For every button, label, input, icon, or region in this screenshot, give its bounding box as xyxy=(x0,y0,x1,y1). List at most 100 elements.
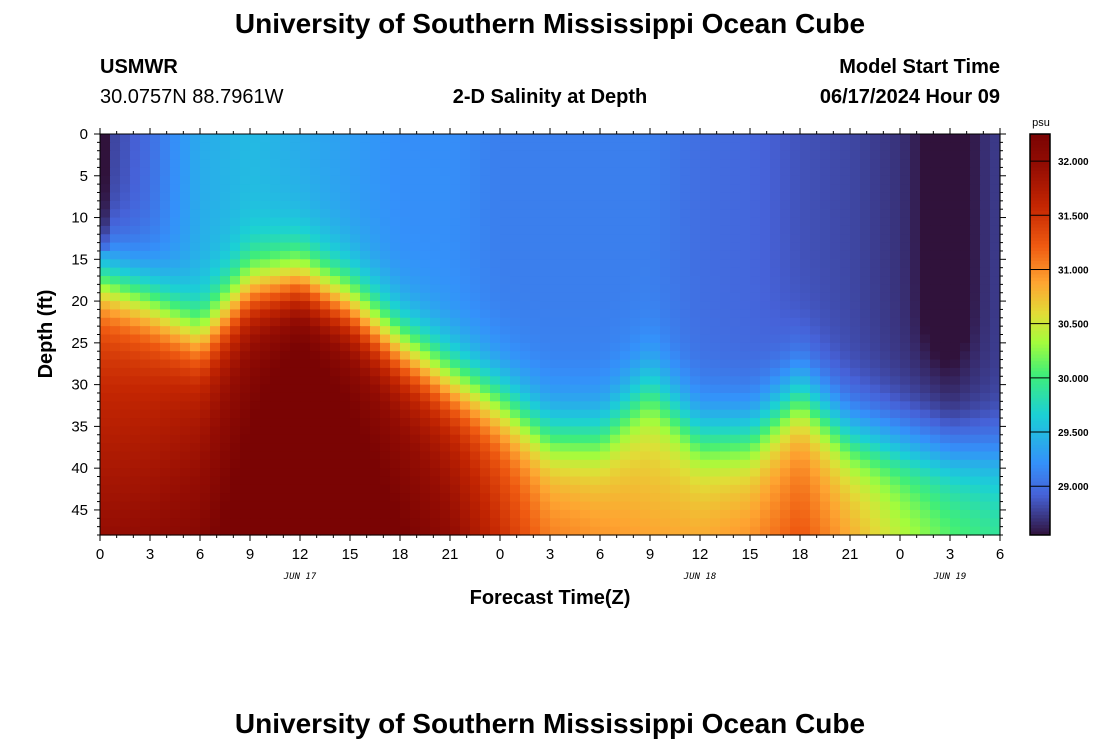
heatmap-cell xyxy=(350,317,361,327)
heatmap-cell xyxy=(840,267,851,277)
heatmap-cell xyxy=(560,259,571,269)
heatmap-cell xyxy=(930,351,941,361)
heatmap-cell xyxy=(720,384,731,394)
heatmap-cell xyxy=(830,342,841,352)
heatmap-cell xyxy=(160,376,171,386)
heatmap-cell xyxy=(150,367,161,377)
heatmap-cell xyxy=(670,317,681,327)
heatmap-cell xyxy=(280,376,291,386)
heatmap-cell xyxy=(620,418,631,427)
heatmap-cell xyxy=(420,317,431,327)
heatmap-cell xyxy=(870,142,881,152)
heatmap-cell xyxy=(370,309,381,319)
heatmap-cell xyxy=(600,301,611,311)
heatmap-cell xyxy=(890,326,901,336)
heatmap-cell xyxy=(940,476,951,486)
heatmap-cell xyxy=(410,359,421,369)
heatmap-cell xyxy=(700,376,711,386)
heatmap-cell xyxy=(320,150,331,160)
heatmap-cell xyxy=(180,359,191,369)
heatmap-cell xyxy=(320,276,331,285)
heatmap-cell xyxy=(820,418,831,427)
heatmap-cell xyxy=(980,259,991,269)
heatmap-cell xyxy=(970,426,981,436)
heatmap-cell xyxy=(160,443,171,453)
heatmap-cell xyxy=(650,142,661,152)
heatmap-cell xyxy=(540,367,551,377)
heatmap-cell xyxy=(700,526,711,536)
heatmap-cell xyxy=(290,342,301,352)
heatmap-cell xyxy=(260,250,271,260)
heatmap-cell xyxy=(860,200,871,210)
heatmap-cell xyxy=(150,326,161,336)
heatmap-cell xyxy=(280,484,291,494)
heatmap-cell xyxy=(510,276,521,285)
heatmap-cell xyxy=(190,484,201,494)
heatmap-cell xyxy=(200,134,211,143)
heatmap-cell xyxy=(680,459,691,469)
heatmap-cell xyxy=(830,267,841,277)
heatmap-cell xyxy=(380,443,391,453)
heatmap-cell xyxy=(940,326,951,336)
heatmap-cell xyxy=(300,200,311,210)
heatmap-cell xyxy=(950,200,961,210)
heatmap-cell xyxy=(900,493,911,503)
heatmap-cell xyxy=(840,409,851,419)
heatmap-cell xyxy=(330,451,341,461)
heatmap-cell xyxy=(770,309,781,319)
heatmap-cell xyxy=(830,309,841,319)
heatmap-cell xyxy=(840,493,851,503)
heatmap-cell xyxy=(150,134,161,143)
heatmap-cell xyxy=(680,518,691,528)
heatmap-cell xyxy=(630,401,641,411)
heatmap-cell xyxy=(260,134,271,143)
heatmap-cell xyxy=(600,493,611,503)
heatmap-cell xyxy=(260,284,271,294)
heatmap-cell xyxy=(890,284,901,294)
heatmap-cell xyxy=(590,242,601,252)
heatmap-cell xyxy=(420,459,431,469)
heatmap-cell xyxy=(720,259,731,269)
heatmap-cell xyxy=(500,443,511,453)
heatmap-cell xyxy=(670,259,681,269)
heatmap-cell xyxy=(600,317,611,327)
colorbar-segment xyxy=(1030,454,1050,459)
heatmap-cell xyxy=(200,484,211,494)
heatmap-cell xyxy=(250,476,261,486)
heatmap-cell xyxy=(790,509,801,519)
heatmap-cell xyxy=(190,326,201,336)
colorbar-segment xyxy=(1030,307,1050,312)
heatmap-cell xyxy=(240,359,251,369)
heatmap-cell xyxy=(760,175,771,185)
heatmap-cell xyxy=(740,384,751,394)
heatmap-cell xyxy=(400,392,411,402)
heatmap-cell xyxy=(500,326,511,336)
heatmap-cell xyxy=(770,392,781,402)
heatmap-cell xyxy=(590,317,601,327)
heatmap-cell xyxy=(380,234,391,244)
heatmap-cell xyxy=(570,451,581,461)
heatmap-cell xyxy=(340,409,351,419)
heatmap-cell xyxy=(510,476,521,486)
heatmap-cell xyxy=(390,159,401,169)
heatmap-cell xyxy=(230,234,241,244)
colorbar-segment xyxy=(1030,327,1050,332)
heatmap-cell xyxy=(880,509,891,519)
heatmap-cell xyxy=(290,142,301,152)
heatmap-cell xyxy=(230,367,241,377)
heatmap-cell xyxy=(210,259,221,269)
heatmap-cell xyxy=(490,518,501,528)
heatmap-cell xyxy=(780,167,791,177)
heatmap-cell xyxy=(460,468,471,478)
heatmap-cell xyxy=(270,443,281,453)
heatmap-cell xyxy=(460,309,471,319)
heatmap-cell xyxy=(910,276,921,285)
heatmap-cell xyxy=(640,234,651,244)
heatmap-cell xyxy=(190,342,201,352)
heatmap-cell xyxy=(720,242,731,252)
heatmap-cell xyxy=(420,292,431,302)
heatmap-cell xyxy=(680,242,691,252)
heatmap-cell xyxy=(570,317,581,327)
heatmap-cell xyxy=(900,334,911,344)
heatmap-cell xyxy=(620,217,631,227)
